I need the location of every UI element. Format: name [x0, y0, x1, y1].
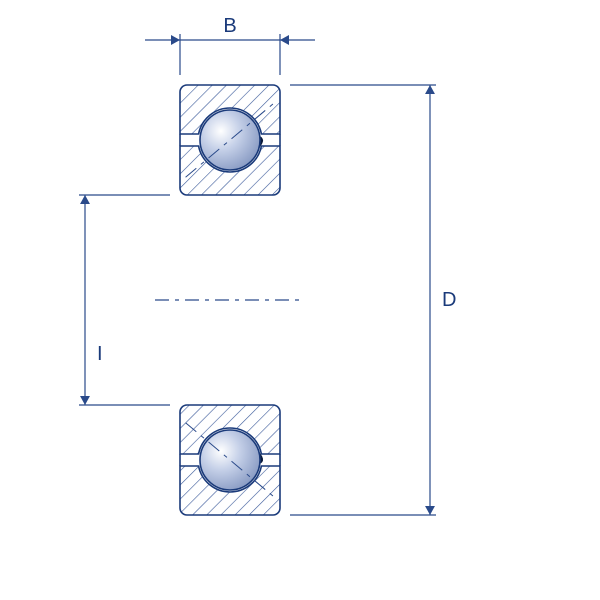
label-inner-diameter: I: [97, 343, 103, 365]
ball-top: [200, 110, 260, 170]
label-width: B: [223, 15, 236, 37]
label-outer-diameter: D: [442, 289, 456, 311]
bearing-cross-section-diagram: B D I: [0, 0, 600, 600]
ball-bottom: [200, 430, 260, 490]
